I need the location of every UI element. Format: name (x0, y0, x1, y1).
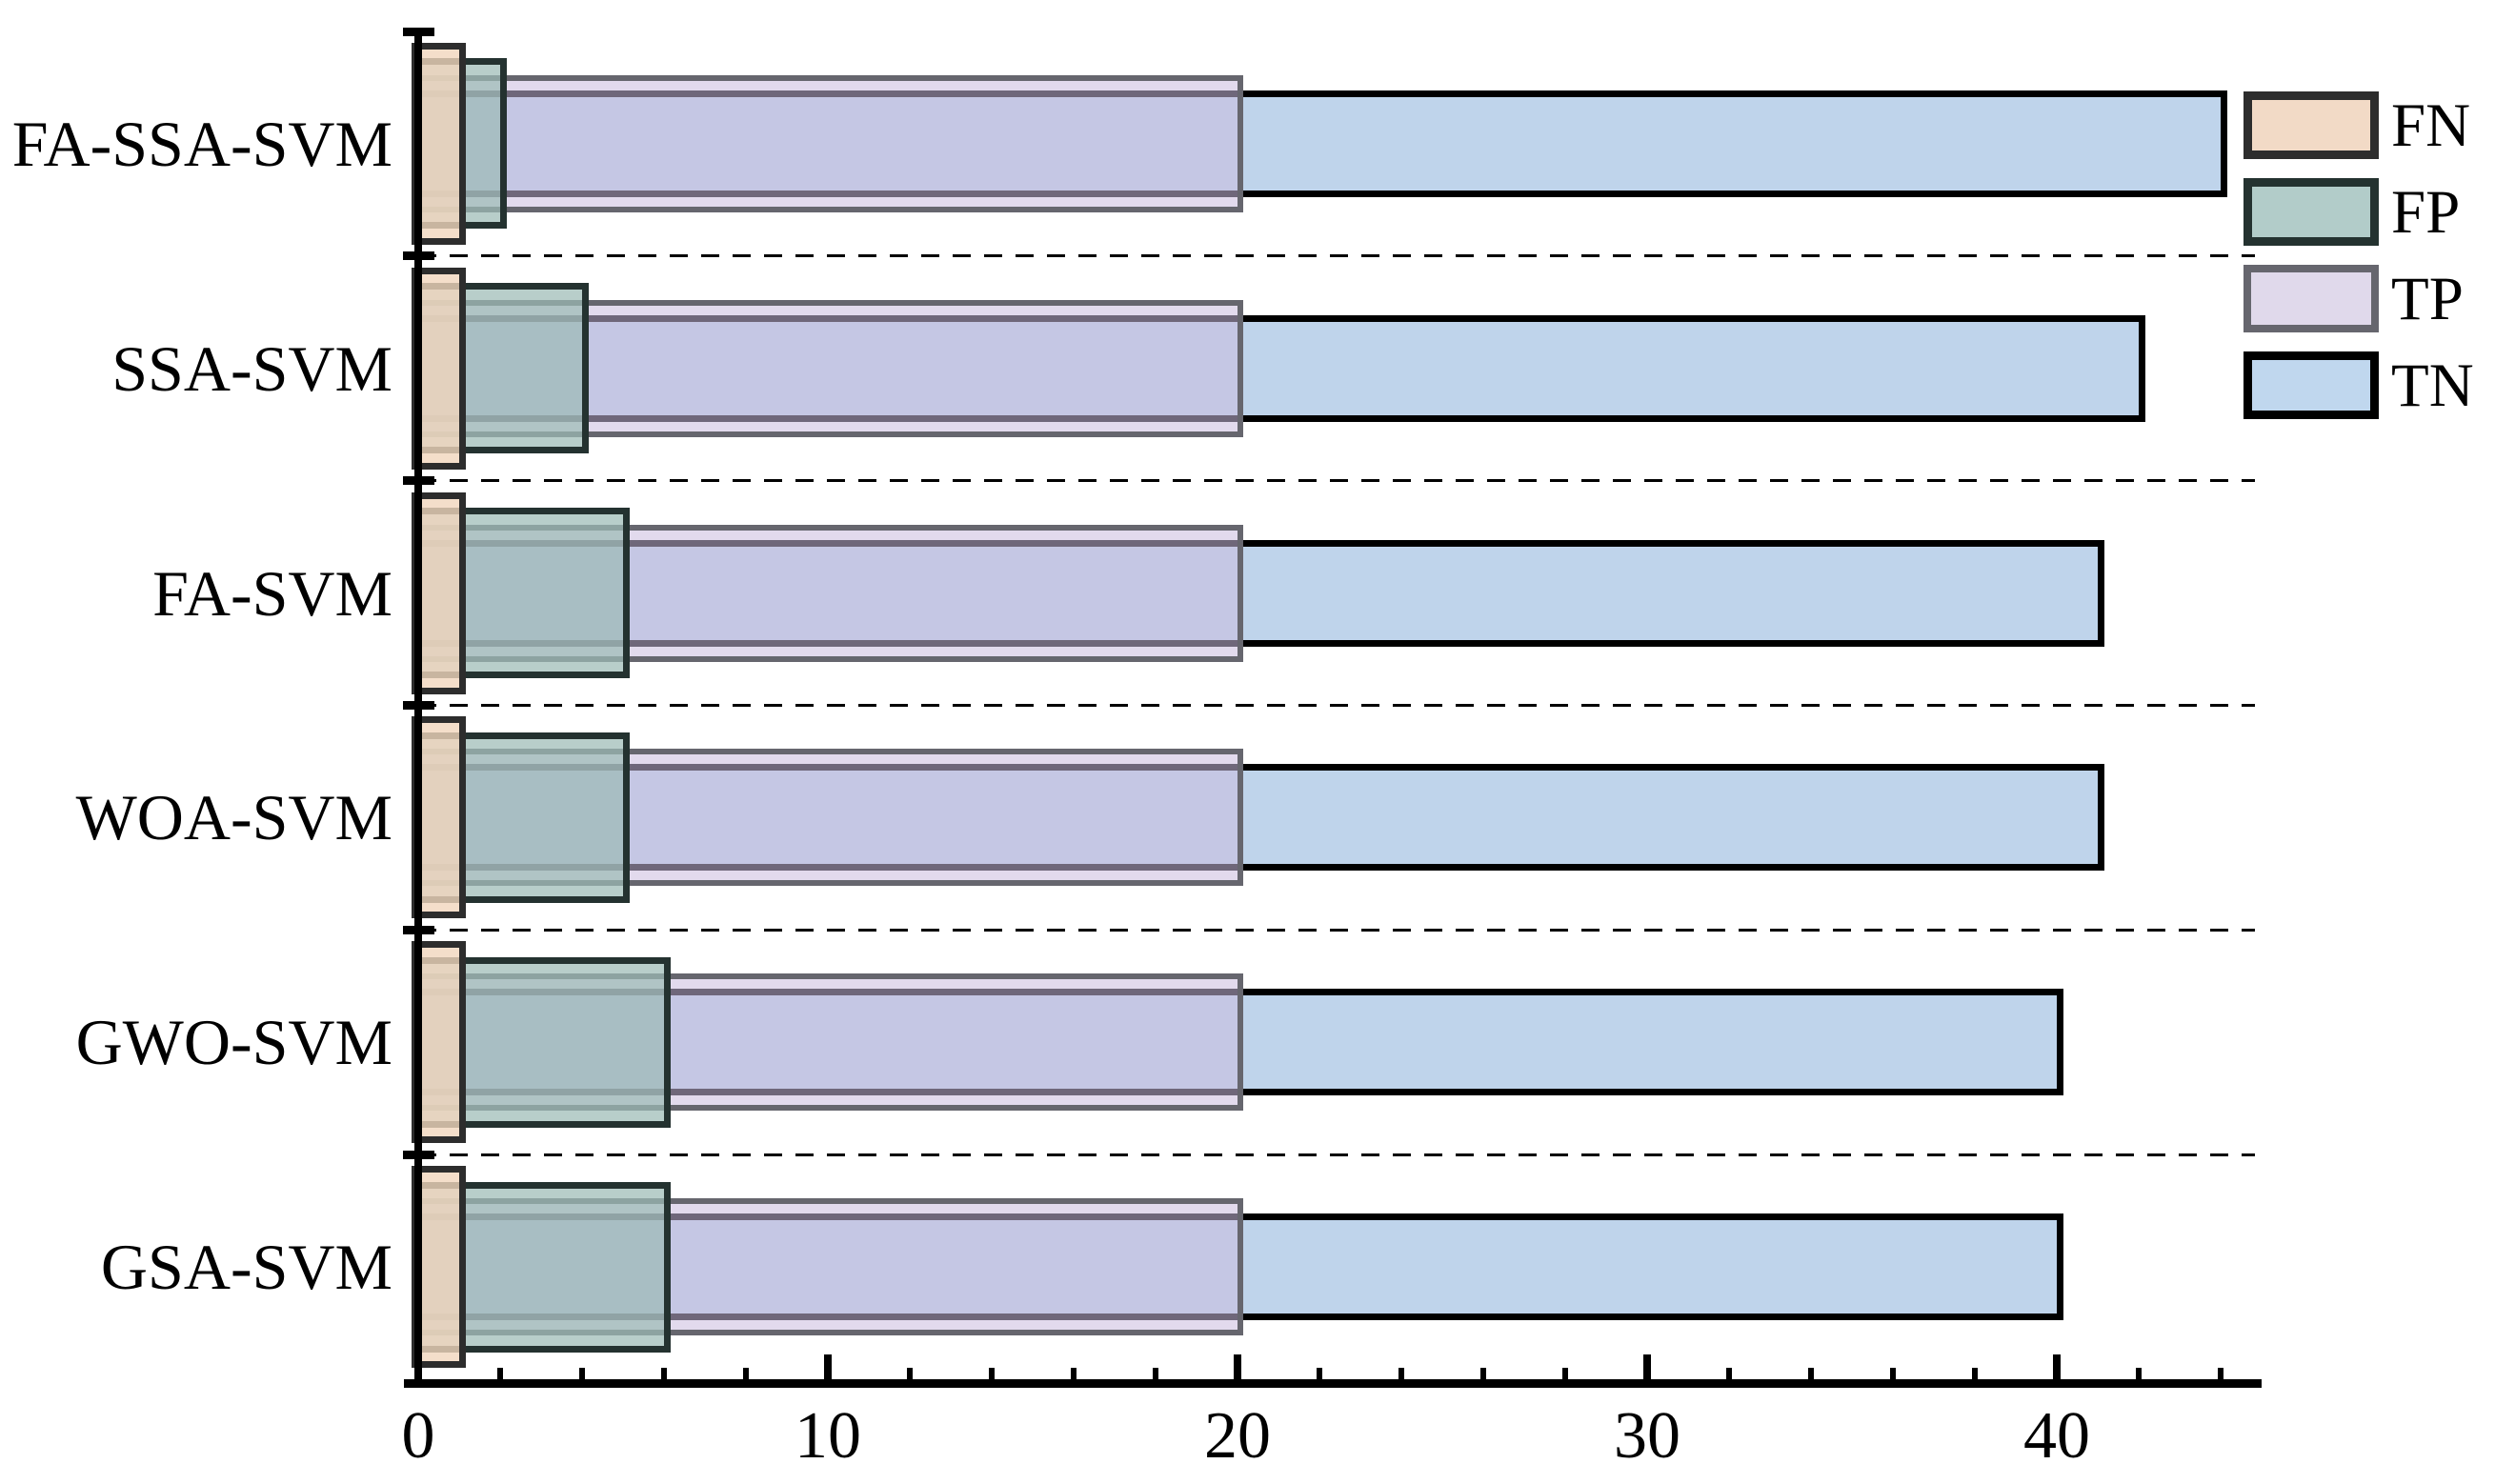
x-axis-minor-tick (907, 1368, 913, 1379)
x-axis-minor-tick (1153, 1368, 1158, 1379)
legend-swatch-fp (2243, 178, 2379, 246)
x-axis-minor-tick (1890, 1368, 1896, 1379)
y-axis-tick (403, 251, 434, 261)
y-axis-tick (403, 27, 434, 36)
x-axis-major-tick (1643, 1354, 1651, 1379)
x-axis-major-tick (1234, 1354, 1241, 1379)
y-axis-label-ssa-svm: SSA-SVM (111, 331, 392, 405)
row-separator-dashed-line (418, 479, 2255, 483)
x-axis-minor-tick (1562, 1368, 1568, 1379)
x-axis-minor-tick (579, 1368, 585, 1379)
x-axis-minor-tick (1972, 1368, 1978, 1379)
x-axis-minor-tick (1480, 1368, 1486, 1379)
x-axis-minor-tick (661, 1368, 667, 1379)
y-axis-label-woa-svm: WOA-SVM (75, 781, 392, 854)
legend-swatch-tp (2243, 265, 2379, 332)
y-axis-tick (403, 701, 434, 710)
row-separator-dashed-line (418, 704, 2255, 707)
x-axis-minor-tick (1808, 1368, 1814, 1379)
y-axis-label-gsa-svm: GSA-SVM (100, 1231, 392, 1304)
x-axis-minor-tick (1071, 1368, 1076, 1379)
bar-tp-fa-ssa-svm (412, 74, 1243, 212)
x-axis-major-tick (2053, 1354, 2061, 1379)
x-axis-minor-tick (989, 1368, 995, 1379)
x-axis-tick-label: 20 (1204, 1399, 1271, 1473)
x-axis-minor-tick (497, 1368, 503, 1379)
x-axis-minor-tick (743, 1368, 749, 1379)
x-axis-minor-tick (1398, 1368, 1404, 1379)
y-axis-label-gwo-svm: GWO-SVM (75, 1006, 392, 1079)
y-axis-tick (403, 1150, 434, 1159)
y-axis-label-fa-ssa-svm: FA-SSA-SVM (11, 107, 392, 180)
x-axis-minor-tick (2136, 1368, 2142, 1379)
row-separator-dashed-line (418, 928, 2255, 932)
legend-swatch-fn (2243, 91, 2379, 159)
x-axis-minor-tick (1317, 1368, 1322, 1379)
x-axis-line (404, 1379, 2262, 1388)
x-axis-tick-label: 30 (1614, 1399, 1680, 1473)
y-axis-label-fa-svm: FA-SVM (152, 556, 392, 630)
row-separator-dashed-line (418, 1153, 2255, 1156)
row-separator-dashed-line (418, 254, 2255, 258)
y-axis-tick (403, 476, 434, 486)
legend-label-fn: FN (2391, 91, 2471, 160)
legend-swatch-tn (2243, 351, 2379, 419)
x-axis-tick-label: 40 (2023, 1399, 2090, 1473)
x-axis-tick-label: 10 (795, 1399, 861, 1473)
y-axis-tick (403, 925, 434, 934)
legend-label-tn: TN (2391, 351, 2474, 420)
legend-label-tp: TP (2391, 265, 2464, 333)
x-axis-minor-tick (1726, 1368, 1732, 1379)
x-axis-major-tick (824, 1354, 832, 1379)
x-axis-minor-tick (2218, 1368, 2223, 1379)
x-axis-tick-label: 0 (401, 1399, 435, 1473)
legend-label-fp: FP (2391, 178, 2461, 247)
